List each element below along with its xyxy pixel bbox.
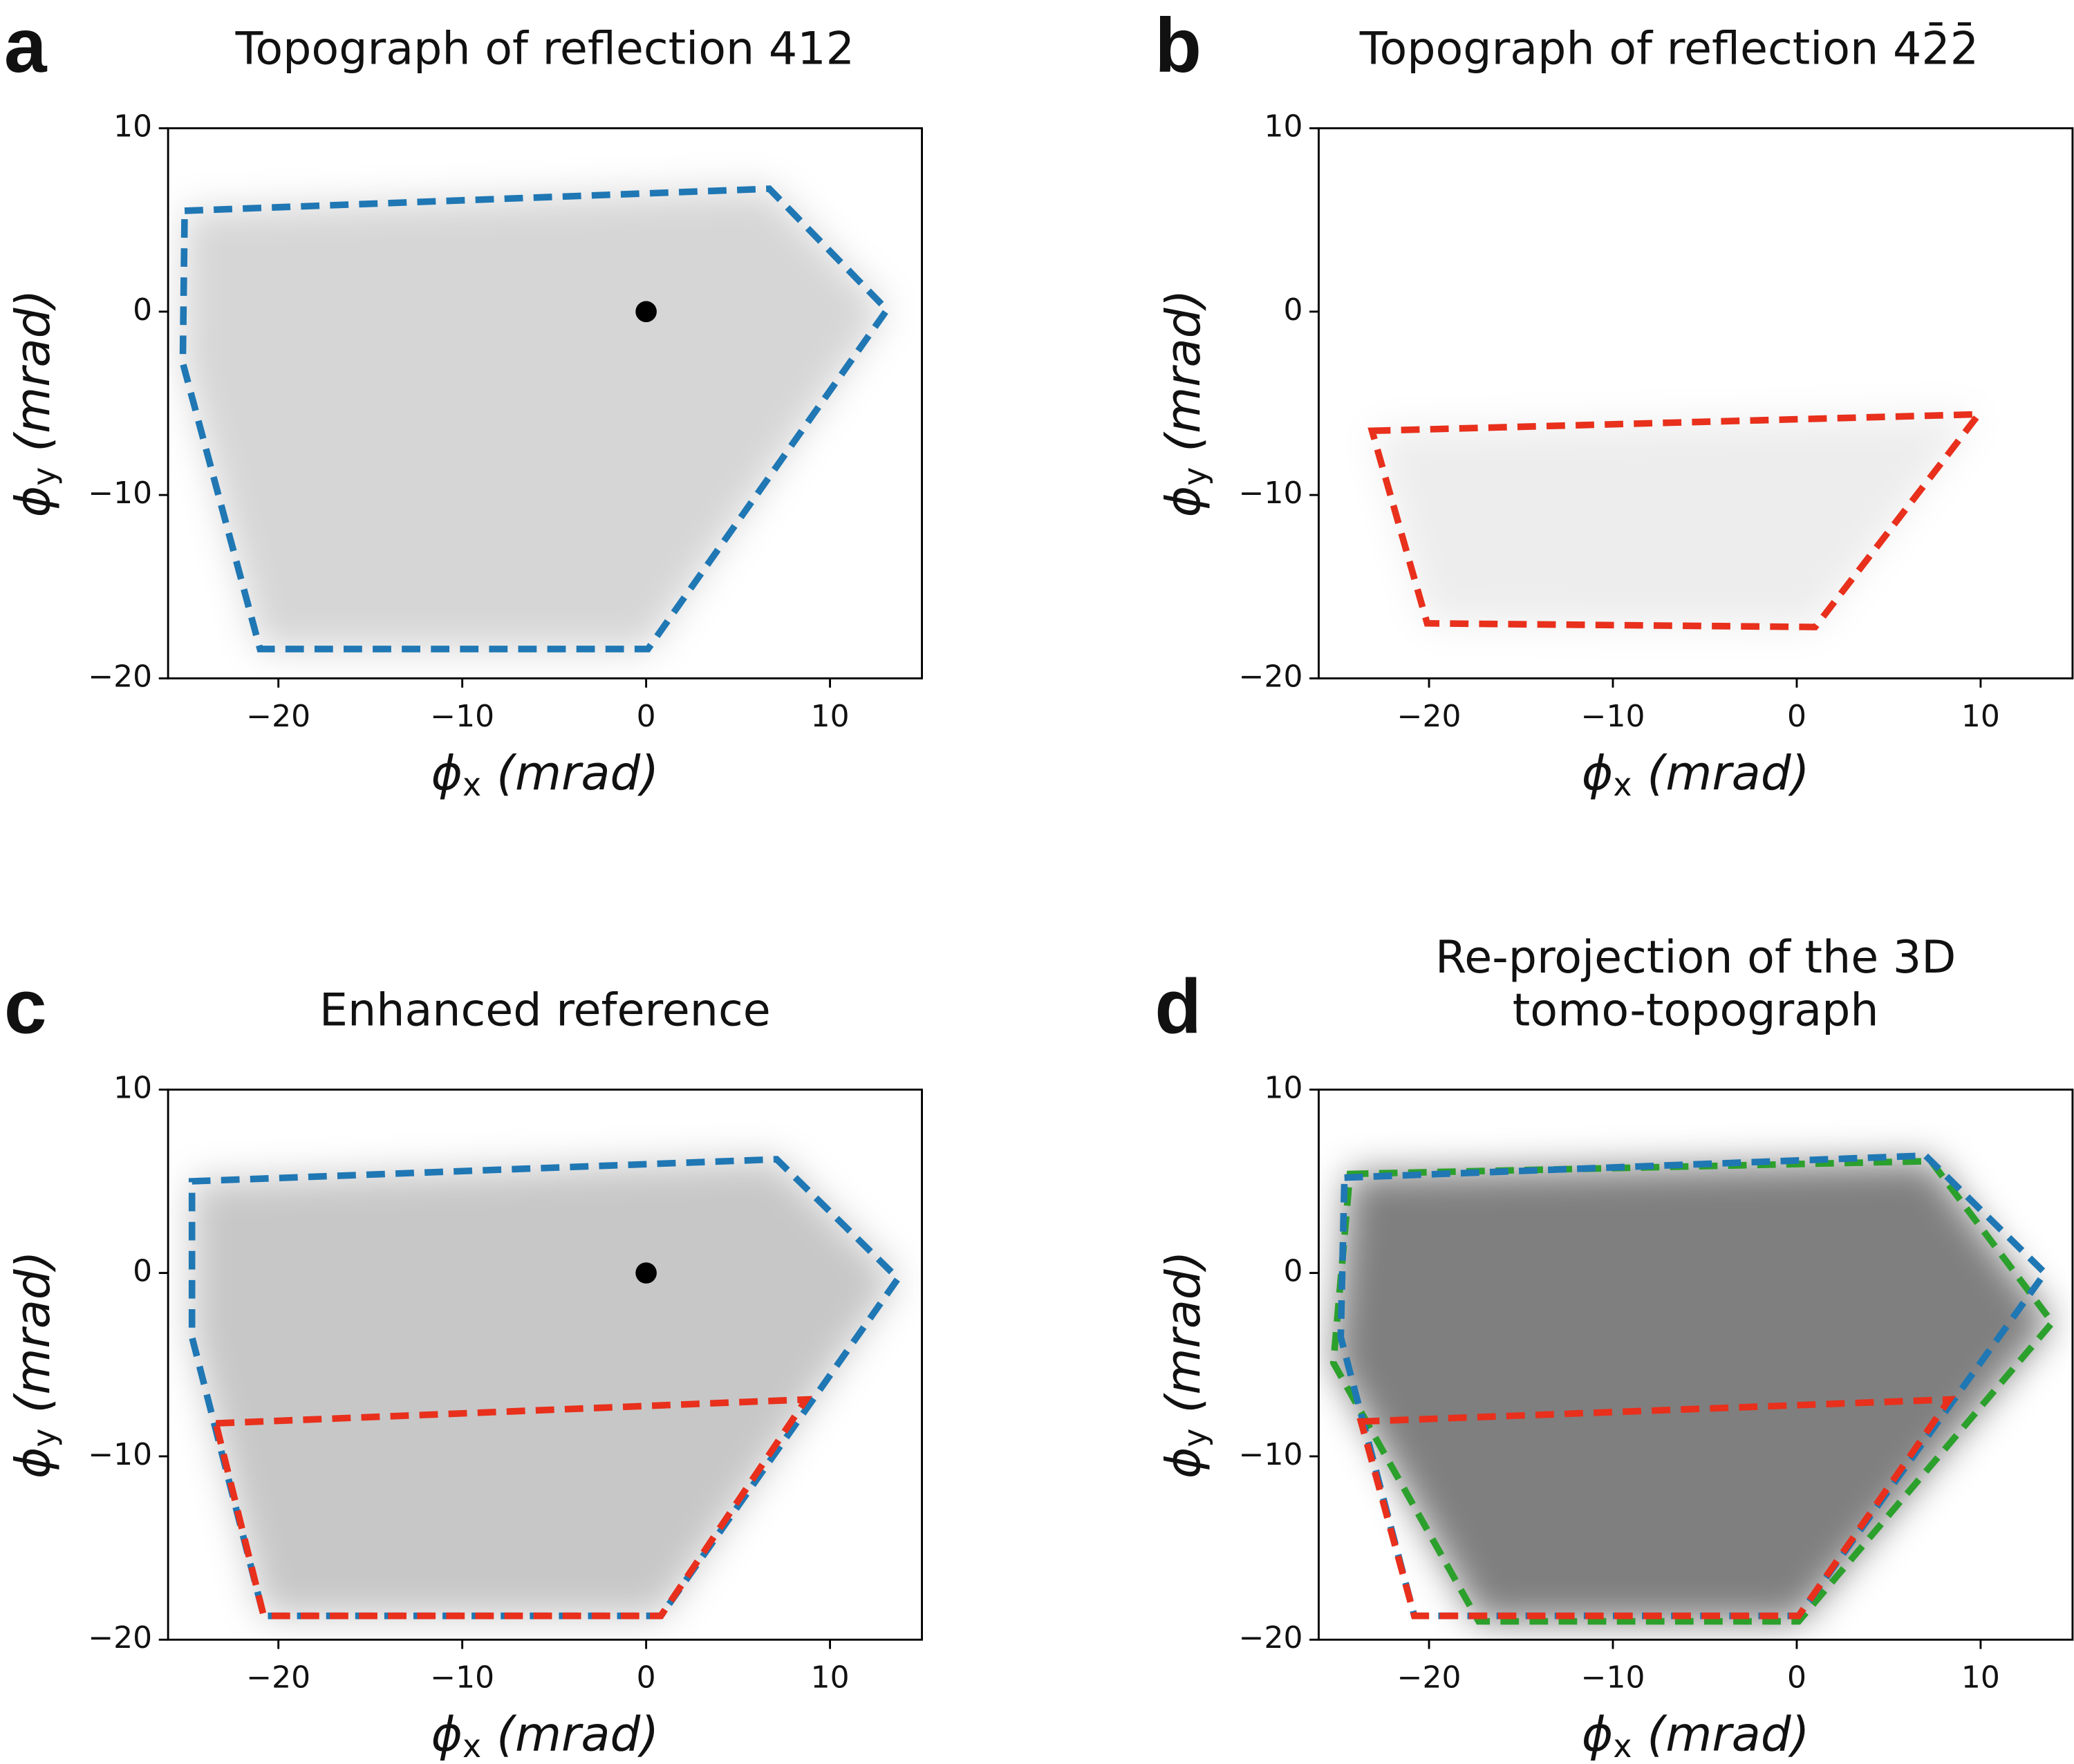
- subscript: y: [1176, 467, 1213, 486]
- subscript: x: [1613, 1727, 1632, 1764]
- x-tick-label: −20: [246, 699, 310, 734]
- axes-frame: [167, 127, 923, 679]
- y-tick-label: 0: [1284, 292, 1303, 328]
- y-tick-label: −20: [88, 659, 152, 694]
- outline: [1356, 1396, 1956, 1620]
- subscript: y: [26, 1428, 63, 1447]
- y-tick-label: −20: [1239, 1620, 1303, 1655]
- x-axis-label: ϕx (mrad): [431, 746, 660, 803]
- x-axis-label: ϕx (mrad): [1582, 1707, 1810, 1764]
- outline: [212, 1396, 813, 1620]
- y-tick-label: 10: [1264, 109, 1303, 144]
- y-tick-label: 0: [1284, 1254, 1303, 1289]
- outline: [1329, 1157, 2057, 1625]
- axes-frame: [1318, 127, 2074, 679]
- panel-letter: c: [4, 964, 47, 1050]
- y-axis-label: ϕy (mrad): [1156, 290, 1213, 518]
- intensity-haze: [1333, 1161, 2053, 1622]
- y-axis-label: ϕy (mrad): [6, 1250, 63, 1479]
- intensity-haze: [1372, 414, 1979, 628]
- x-axis-label: ϕx (mrad): [431, 1707, 660, 1764]
- unit: (mrad): [6, 1250, 61, 1428]
- x-tick-label: −10: [430, 699, 494, 734]
- subscript: x: [463, 1727, 481, 1764]
- x-tick-label: 10: [811, 1660, 850, 1696]
- unit: (mrad): [1632, 746, 1810, 801]
- y-tick-label: 10: [113, 1070, 152, 1105]
- topograph-image: [1333, 1161, 2053, 1622]
- bright-spot: [635, 1262, 657, 1284]
- symbol: ϕ: [1156, 486, 1211, 517]
- y-axis-label: ϕy (mrad): [1156, 1250, 1213, 1479]
- intensity-haze: [191, 1159, 898, 1616]
- x-tick-label: −10: [430, 1660, 494, 1696]
- x-tick-label: −20: [246, 1660, 310, 1696]
- axes-frame: [167, 1088, 923, 1641]
- x-tick-label: 0: [1787, 699, 1806, 734]
- symbol: ϕ: [431, 1707, 463, 1763]
- symbol: ϕ: [1582, 746, 1613, 801]
- panel-title: Re-projection of the 3D: [1435, 932, 1956, 984]
- panel-letter: b: [1155, 3, 1202, 88]
- outline: [179, 185, 892, 653]
- bright-spot: [635, 301, 657, 323]
- y-tick-label: 10: [1264, 1070, 1303, 1105]
- panel-title: Topograph of reflection 412: [235, 24, 854, 75]
- unit: (mrad): [6, 290, 61, 467]
- x-tick-label: 0: [637, 699, 656, 734]
- symbol: ϕ: [6, 1447, 61, 1479]
- y-tick-label: −10: [88, 1437, 152, 1472]
- subscript: x: [463, 766, 481, 803]
- subscript: y: [26, 467, 63, 486]
- x-tick-label: 10: [1961, 1660, 2000, 1696]
- unit: (mrad): [1156, 1250, 1211, 1428]
- x-tick-label: −20: [1397, 1660, 1461, 1696]
- subscript: y: [1176, 1428, 1213, 1447]
- topograph-image: [191, 1144, 898, 1616]
- x-axis-label: ϕx (mrad): [1582, 746, 1810, 803]
- topograph-image: [183, 183, 888, 649]
- x-tick-label: −10: [1581, 699, 1645, 734]
- x-tick-label: −10: [1581, 1660, 1645, 1696]
- symbol: ϕ: [6, 486, 61, 517]
- x-tick-label: 10: [1961, 699, 2000, 734]
- symbol: ϕ: [431, 746, 463, 801]
- unit: (mrad): [481, 746, 659, 801]
- y-tick-label: −10: [1239, 476, 1303, 511]
- symbol: ϕ: [1156, 1447, 1211, 1479]
- panel-title: tomo-topograph: [1513, 984, 1879, 1036]
- panel-title: Enhanced reference: [319, 984, 771, 1036]
- y-tick-label: −10: [1239, 1437, 1303, 1472]
- y-tick-label: 10: [113, 109, 152, 144]
- topograph-image: [1372, 414, 1979, 628]
- x-tick-label: 0: [1787, 1660, 1806, 1696]
- panel-letter: d: [1155, 964, 1202, 1050]
- unit: (mrad): [1632, 1707, 1810, 1763]
- x-tick-label: 10: [811, 699, 850, 734]
- panel-letter: a: [4, 3, 48, 88]
- unit: (mrad): [481, 1707, 659, 1763]
- axes-frame: [1318, 1088, 2074, 1641]
- y-tick-label: 0: [133, 1254, 152, 1289]
- symbol: ϕ: [1582, 1707, 1613, 1763]
- intensity-haze: [183, 189, 888, 649]
- x-tick-label: 0: [637, 1660, 656, 1696]
- y-tick-label: −20: [88, 1620, 152, 1655]
- x-tick-label: −20: [1397, 699, 1461, 734]
- y-tick-label: −10: [88, 476, 152, 511]
- panel-title: Topograph of reflection 42̄2̄: [1359, 22, 1979, 75]
- outline: [1367, 411, 1986, 630]
- unit: (mrad): [1156, 290, 1211, 467]
- subscript: x: [1613, 766, 1632, 803]
- y-axis-label: ϕy (mrad): [6, 290, 63, 518]
- y-tick-label: 0: [133, 292, 152, 328]
- y-tick-label: −20: [1239, 659, 1303, 694]
